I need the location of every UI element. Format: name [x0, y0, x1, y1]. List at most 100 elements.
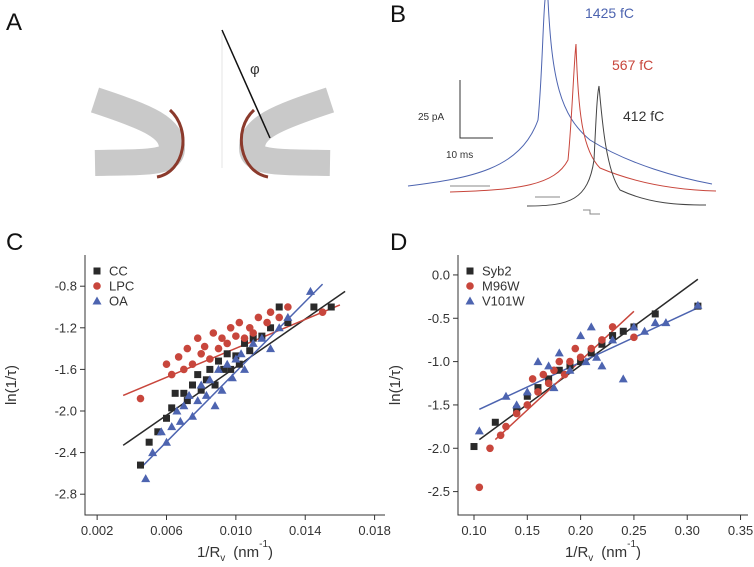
- scale-label: 25 pA: [418, 112, 444, 123]
- marker: [266, 344, 276, 353]
- x-axis-label-part: 1/R: [565, 544, 589, 561]
- marker: [211, 381, 219, 389]
- x-axis-label-part: v: [220, 553, 225, 564]
- marker: [577, 358, 585, 366]
- marker: [223, 339, 231, 348]
- marker: [523, 392, 531, 400]
- x-tick-label: 0.006: [150, 523, 183, 538]
- marker: [217, 385, 227, 394]
- marker: [491, 418, 499, 426]
- marker: [257, 333, 267, 342]
- marker: [141, 474, 151, 483]
- marker: [236, 349, 246, 358]
- angle-symbol: φ: [250, 61, 260, 78]
- y-tick-label: -2.0: [428, 441, 450, 456]
- marker: [502, 422, 510, 431]
- x-axis-label: 1/Rv (nm-1): [197, 539, 273, 564]
- marker: [179, 401, 189, 410]
- marker: [235, 360, 243, 368]
- marker: [220, 365, 228, 373]
- marker: [249, 329, 258, 337]
- panel-label: D: [390, 229, 407, 256]
- marker: [196, 380, 206, 389]
- marker: [183, 397, 191, 405]
- marker: [608, 335, 618, 344]
- marker: [571, 344, 580, 353]
- marker: [598, 336, 606, 344]
- marker: [145, 438, 153, 446]
- marker: [200, 342, 209, 351]
- marker: [474, 426, 484, 435]
- marker: [202, 376, 210, 384]
- marker: [565, 365, 575, 374]
- marker: [640, 326, 650, 335]
- marker: [512, 409, 521, 418]
- marker: [587, 344, 596, 353]
- y-tick-label: -0.8: [55, 279, 77, 294]
- marker: [512, 400, 522, 409]
- trace-label: 567 fC: [612, 57, 653, 73]
- marker: [180, 365, 188, 374]
- y-tick-label: -2.0: [55, 404, 77, 419]
- y-tick-label: 0.0: [432, 267, 450, 282]
- marker: [197, 350, 205, 358]
- scale-bar: [459, 80, 493, 139]
- x-tick-label: 0.010: [220, 523, 253, 538]
- marker: [263, 318, 271, 327]
- marker: [284, 303, 292, 311]
- marker: [305, 286, 315, 295]
- marker: [194, 371, 202, 379]
- scatter-chart: C 0.002 0.006 0.010 0.014 0.018 -0.8 -1.2 -1.6 -2…: [3, 229, 391, 564]
- marker: [189, 381, 197, 389]
- marker: [597, 361, 607, 370]
- marker: [554, 348, 564, 357]
- x-tick-label: 0.15: [515, 523, 540, 538]
- marker: [174, 353, 183, 361]
- trace-red: [449, 43, 717, 193]
- marker: [545, 375, 553, 383]
- legend-marker: [466, 267, 474, 275]
- marker: [154, 428, 162, 436]
- legend-marker: [93, 267, 101, 275]
- panel-label: A: [6, 9, 22, 36]
- marker: [175, 416, 185, 425]
- marker: [534, 384, 542, 392]
- baseline: [450, 185, 600, 215]
- marker: [136, 461, 144, 469]
- fit-line: [479, 307, 699, 410]
- marker: [193, 396, 203, 405]
- x-axis-label-part: -1: [259, 539, 268, 550]
- legend-label: OA: [109, 294, 128, 309]
- marker: [162, 437, 172, 446]
- marker: [629, 322, 639, 331]
- marker: [246, 347, 254, 355]
- legend-marker: [465, 296, 475, 305]
- fit-line: [122, 304, 341, 397]
- membrane-right: [238, 87, 335, 176]
- y-tick-label: -1.6: [55, 362, 77, 377]
- marker: [188, 411, 198, 420]
- marker: [163, 414, 171, 422]
- marker: [651, 310, 659, 318]
- legend-label: M96W: [482, 279, 520, 294]
- marker: [475, 483, 484, 492]
- marker: [241, 339, 249, 347]
- marker: [470, 443, 478, 451]
- marker: [327, 303, 335, 311]
- y-tick-label: -1.2: [55, 320, 77, 335]
- marker: [231, 354, 241, 363]
- marker: [266, 308, 275, 317]
- marker: [587, 349, 595, 357]
- marker: [522, 387, 532, 396]
- marker: [254, 313, 263, 322]
- marker: [576, 331, 586, 340]
- marker: [226, 324, 235, 332]
- marker: [172, 406, 182, 415]
- marker: [619, 327, 627, 335]
- panel-label: C: [6, 229, 23, 256]
- x-tick-label: 0.10: [461, 523, 486, 538]
- x-axis-label-part: ): [268, 544, 273, 561]
- marker: [227, 373, 237, 382]
- marker: [513, 405, 521, 413]
- marker: [215, 357, 223, 365]
